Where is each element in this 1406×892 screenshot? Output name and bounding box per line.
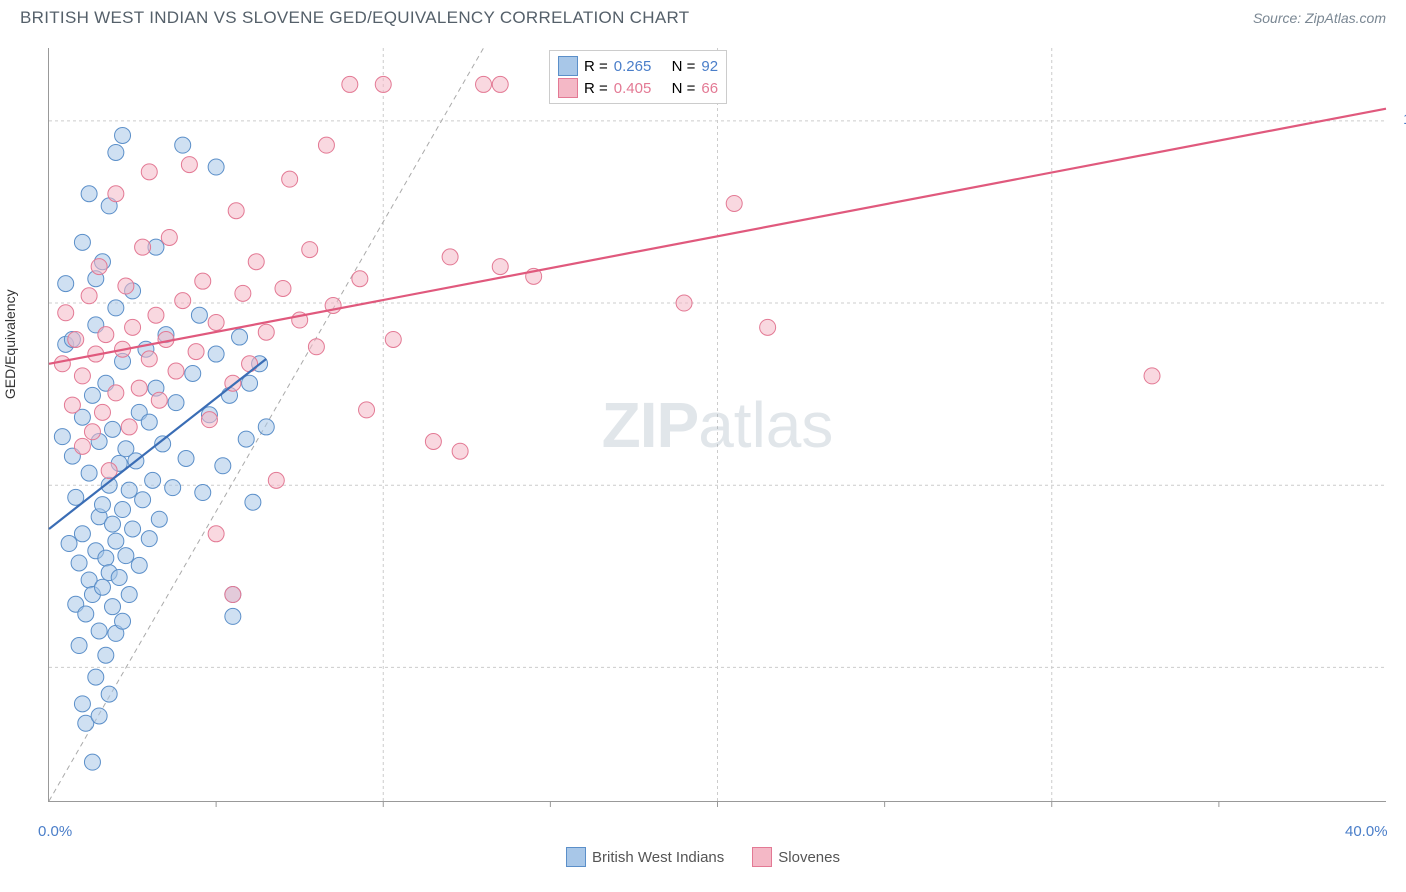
correlation-legend: R = 0.265 N = 92 R = 0.405 N = 66 [549,50,727,104]
legend-label-1: Slovenes [778,849,840,866]
series-legend: British West Indians Slovenes [566,847,840,867]
correlation-swatch-0 [558,56,578,76]
legend-label-0: British West Indians [592,849,724,866]
legend-swatch-1 [752,847,772,867]
r-label: R = [584,80,608,97]
correlation-row-1: R = 0.405 N = 66 [558,77,718,99]
chart-plot-area: ZIPatlas R = 0.265 N = 92 R = 0.405 N = … [48,48,1386,802]
chart-svg [49,48,1386,801]
correlation-row-0: R = 0.265 N = 92 [558,55,718,77]
chart-source: Source: ZipAtlas.com [1253,10,1386,26]
n-label: N = [672,80,696,97]
y-axis-label: GED/Equivalency [2,289,18,399]
r-label: R = [584,58,608,75]
n-label: N = [672,58,696,75]
x-tick-label: 40.0% [1345,823,1388,840]
legend-item-1: Slovenes [752,847,840,867]
n-value-1: 66 [701,80,718,97]
x-tick-label: 0.0% [38,823,72,840]
n-value-0: 92 [701,58,718,75]
chart-header: BRITISH WEST INDIAN VS SLOVENE GED/EQUIV… [0,0,1406,32]
correlation-swatch-1 [558,78,578,98]
r-value-1: 0.405 [614,80,652,97]
legend-item-0: British West Indians [566,847,724,867]
legend-swatch-0 [566,847,586,867]
chart-title: BRITISH WEST INDIAN VS SLOVENE GED/EQUIV… [20,8,689,28]
r-value-0: 0.265 [614,58,652,75]
